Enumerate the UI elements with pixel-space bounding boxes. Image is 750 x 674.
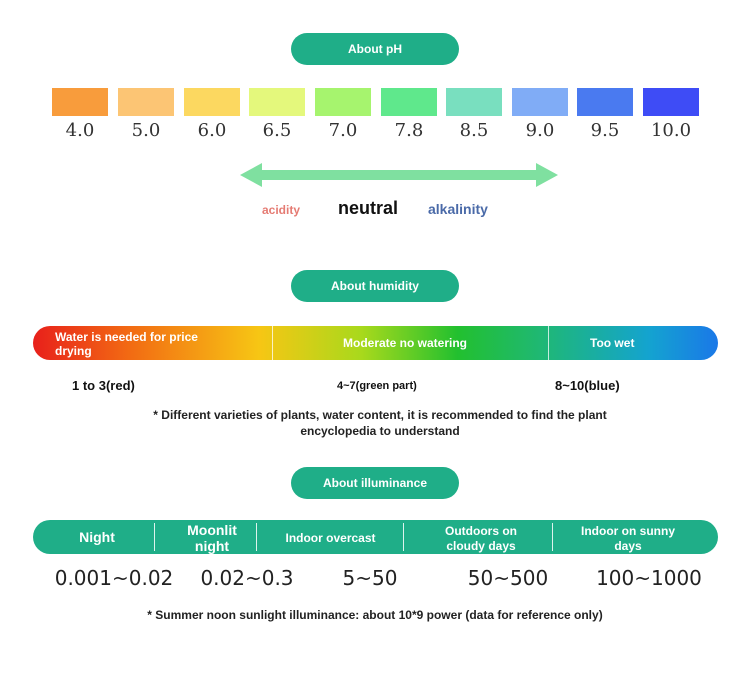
illuminance-segment-indoor-overcast: Indoor overcast: [285, 531, 376, 545]
ph-swatch-5-0: [118, 88, 174, 116]
ph-value-label: 7.0: [328, 120, 358, 141]
alkalinity-label: alkalinity: [428, 201, 488, 217]
ph-value-label: 4.0: [65, 120, 95, 141]
humidity-title: About humidity: [331, 279, 419, 293]
humidity-divider: [272, 326, 273, 360]
illuminance-segment-sunny: Indoor on sunny days: [581, 524, 675, 553]
ph-swatch-6-0: [184, 88, 240, 116]
illuminance-value: 50~500: [467, 566, 549, 590]
illuminance-value: 0.02~0.3: [200, 566, 294, 590]
ph-swatch-9-5: [577, 88, 633, 116]
ph-title-pill: About pH: [291, 33, 459, 65]
illuminance-segment-moonlit: Moonlit night: [187, 522, 237, 554]
ph-swatch-4-0: [52, 88, 108, 116]
humidity-segment-moderate: Moderate no watering: [343, 336, 468, 350]
ph-swatch-10-0: [643, 88, 699, 116]
humidity-gradient-bar: [33, 326, 718, 360]
illuminance-value: 0.001~0.02: [54, 566, 174, 590]
humidity-value-dry: 1 to 3(red): [72, 378, 135, 393]
ph-swatch-7-8: [381, 88, 437, 116]
ph-swatch-9-0: [512, 88, 568, 116]
illuminance-title: About illuminance: [322, 476, 427, 490]
illuminance-value: 5~50: [342, 566, 398, 590]
illuminance-note: * Summer noon sunlight illuminance: abou…: [147, 608, 603, 622]
ph-value-label: 5.0: [131, 120, 161, 141]
illuminance-title-pill: About illuminance: [291, 467, 459, 499]
ph-value-label: 6.5: [262, 120, 292, 141]
humidity-segment-wet: Too wet: [590, 336, 635, 350]
illuminance-bar: [33, 520, 718, 554]
acidity-label: acidity: [262, 203, 301, 217]
humidity-divider: [548, 326, 549, 360]
ph-value-label: 8.5: [459, 120, 489, 141]
double-arrow-icon: [240, 163, 558, 187]
ph-swatch-7-0: [315, 88, 371, 116]
humidity-title-pill: About humidity: [291, 270, 459, 302]
humidity-segment-dry: Water is needed for price drying: [55, 330, 198, 358]
illuminance-value: 100~1000: [596, 566, 702, 590]
ph-swatch-6-5: [249, 88, 305, 116]
illuminance-divider: [403, 523, 404, 551]
humidity-value-wet: 8~10(blue): [555, 378, 620, 393]
humidity-value-moderate: 4~7(green part): [337, 380, 417, 392]
ph-value-label: 9.5: [590, 120, 620, 141]
illuminance-segment-night: Night: [79, 529, 115, 545]
illuminance-segment-cloudy: Outdoors on cloudy days: [445, 524, 517, 553]
ph-value-label: 9.0: [525, 120, 555, 141]
illuminance-divider: [154, 523, 155, 551]
illuminance-divider: [552, 523, 553, 551]
ph-value-label: 10.0: [650, 120, 692, 141]
ph-title: About pH: [348, 42, 402, 56]
ph-swatch-8-5: [446, 88, 502, 116]
ph-value-label: 7.8: [394, 120, 424, 141]
ph-value-label: 6.0: [197, 120, 227, 141]
neutral-label: neutral: [338, 198, 399, 218]
illuminance-divider: [256, 523, 257, 551]
humidity-note: * Different varieties of plants, water c…: [153, 408, 607, 438]
